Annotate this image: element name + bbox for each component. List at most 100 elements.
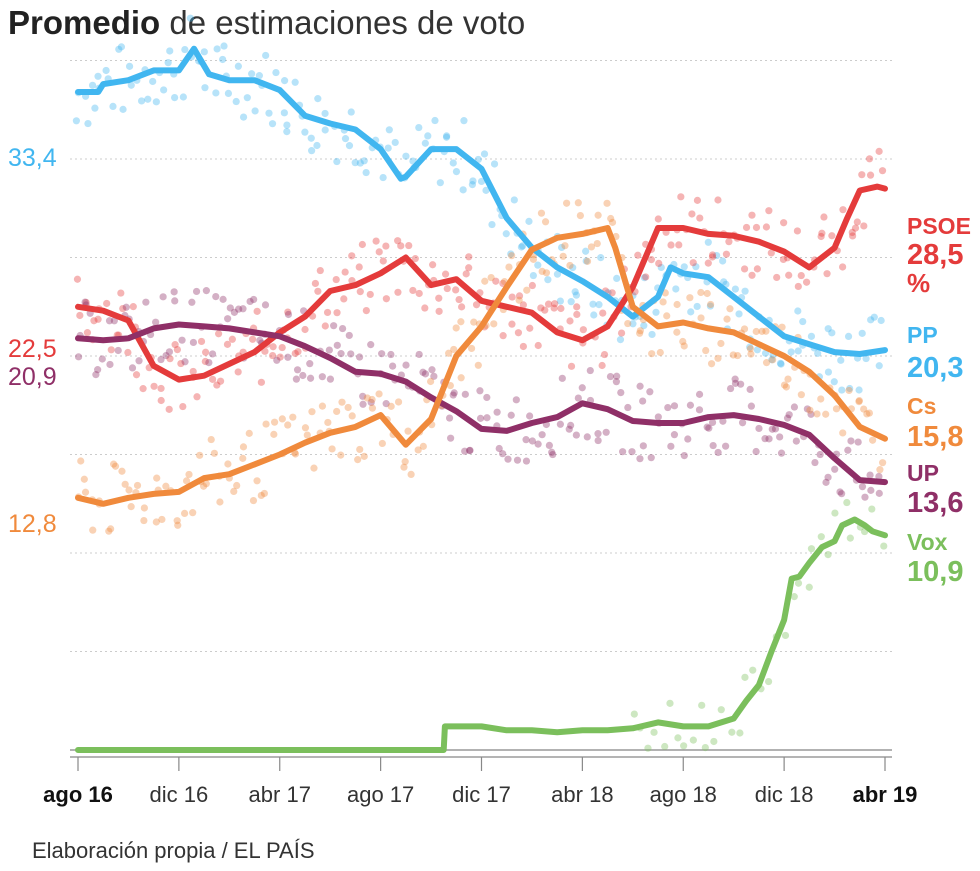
poll-dot: [162, 351, 170, 360]
poll-dot: [762, 327, 770, 335]
poll-dot: [824, 551, 832, 559]
poll-dot: [875, 472, 883, 481]
poll-dot: [202, 480, 210, 488]
poll-dot: [858, 329, 866, 337]
poll-dot: [314, 95, 322, 103]
series-line-cs: [75, 225, 888, 507]
poll-dot: [858, 483, 867, 491]
poll-dot: [407, 470, 415, 478]
poll-dot: [499, 332, 507, 340]
poll-dot: [607, 214, 615, 223]
poll-dot: [684, 435, 692, 443]
poll-dot: [452, 167, 461, 176]
poll-dot: [862, 354, 870, 363]
poll-dot: [188, 298, 196, 306]
poll-dot: [515, 296, 523, 304]
poll-dot: [807, 410, 815, 418]
poll-dot: [310, 464, 318, 472]
poll-dot: [421, 139, 429, 147]
poll-dot: [94, 315, 102, 323]
poll-dot: [707, 360, 716, 368]
poll-dot: [693, 196, 702, 204]
poll-dot: [567, 362, 576, 370]
poll-dot: [293, 366, 302, 374]
poll-dot: [778, 323, 786, 331]
poll-dot: [783, 414, 792, 422]
poll-dot: [746, 385, 754, 393]
start-label-up: 20,9: [8, 363, 57, 391]
poll-dot: [152, 518, 160, 526]
poll-dot: [845, 386, 853, 395]
poll-dot: [110, 460, 118, 468]
poll-dot: [624, 319, 632, 328]
poll-dot: [688, 210, 696, 218]
poll-dot: [553, 270, 562, 278]
poll-dot: [208, 350, 217, 358]
poll-dot: [863, 410, 871, 418]
poll-dot: [367, 398, 375, 407]
poll-dot: [430, 372, 438, 380]
poll-dot: [654, 215, 662, 223]
poll-dot: [239, 443, 248, 451]
poll-dot: [817, 232, 825, 241]
poll-dot: [714, 448, 722, 457]
poll-dot: [731, 285, 739, 293]
poll-dot: [301, 424, 310, 432]
poll-dot: [574, 394, 582, 402]
poll-dot: [359, 400, 367, 408]
poll-dot: [301, 325, 309, 334]
poll-dot: [483, 414, 491, 422]
poll-dot: [429, 261, 437, 269]
start-label-pp: 33,4: [8, 144, 57, 172]
poll-dot: [648, 330, 656, 339]
poll-dot: [301, 128, 309, 136]
series-line-pp: [75, 45, 888, 357]
poll-dot: [482, 186, 490, 194]
poll-dot: [534, 440, 542, 448]
series-lines: [75, 45, 888, 753]
poll-dot: [880, 542, 888, 550]
poll-dot: [582, 247, 590, 255]
x-tick-label: ago 18: [650, 782, 717, 807]
poll-dot: [189, 367, 197, 376]
poll-dot: [307, 134, 315, 142]
poll-dot: [132, 371, 141, 379]
poll-dot: [799, 317, 807, 326]
poll-dot: [722, 250, 731, 258]
poll-dot: [428, 366, 436, 374]
poll-dot: [876, 466, 884, 474]
poll-dot: [504, 455, 512, 463]
line-chart: ago 16 dic 16 abr 17 ago 17 dic 17 abr 18 ago …: [8, 14, 971, 807]
poll-dot: [265, 109, 273, 117]
poll-dot: [867, 486, 875, 494]
poll-dot: [824, 473, 832, 481]
poll-dot: [419, 442, 427, 450]
poll-dot: [481, 277, 489, 285]
poll-dot: [816, 450, 824, 459]
poll-dot: [232, 97, 240, 106]
poll-dot: [452, 286, 460, 294]
chart-title-bold: Promedio: [8, 4, 161, 41]
poll-dot: [457, 318, 465, 326]
poll-dot: [449, 391, 457, 399]
poll-dot: [284, 353, 292, 361]
poll-dot: [391, 138, 399, 147]
poll-dot: [831, 465, 839, 473]
poll-dot: [729, 351, 737, 359]
poll-dot: [680, 742, 688, 750]
poll-dot: [289, 413, 297, 421]
poll-dot: [784, 375, 792, 383]
poll-dot: [246, 297, 254, 306]
poll-dot: [273, 356, 281, 364]
poll-dot: [853, 218, 861, 226]
poll-dot: [332, 275, 340, 284]
poll-dot: [488, 220, 496, 229]
poll-dot: [121, 480, 129, 488]
poll-dot: [528, 437, 537, 445]
poll-dot: [563, 199, 571, 207]
poll-dot: [848, 228, 856, 237]
poll-dot: [602, 428, 610, 436]
poll-dot: [159, 293, 167, 301]
poll-dot: [382, 242, 390, 250]
poll-dot: [617, 329, 626, 337]
